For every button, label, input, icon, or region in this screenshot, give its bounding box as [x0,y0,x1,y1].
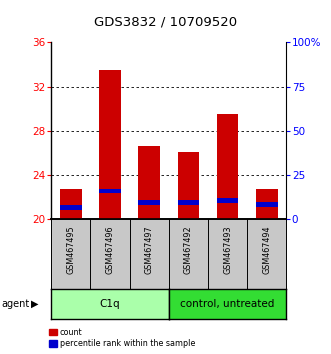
Text: GDS3832 / 10709520: GDS3832 / 10709520 [94,16,237,29]
Bar [60,188,82,219]
Text: GSM467496: GSM467496 [106,225,115,274]
Legend: count, percentile rank within the sample: count, percentile rank within the sample [49,328,195,348]
Bar [99,188,121,194]
Text: ▶: ▶ [31,298,38,309]
Text: GSM467494: GSM467494 [262,225,271,274]
Bar [256,188,277,219]
Text: GSM467495: GSM467495 [67,225,75,274]
Text: C1q: C1q [100,298,120,309]
Bar [178,152,199,219]
Text: GSM467497: GSM467497 [145,225,154,274]
Bar [138,147,160,219]
Text: control, untreated: control, untreated [180,298,275,309]
Bar [60,205,82,210]
Bar [217,198,238,203]
Bar [138,200,160,205]
Text: agent: agent [2,298,30,309]
Bar [99,70,121,219]
Text: GSM467492: GSM467492 [184,225,193,274]
Bar [256,202,277,207]
Bar [178,200,199,205]
Text: GSM467493: GSM467493 [223,225,232,274]
Bar [217,114,238,219]
